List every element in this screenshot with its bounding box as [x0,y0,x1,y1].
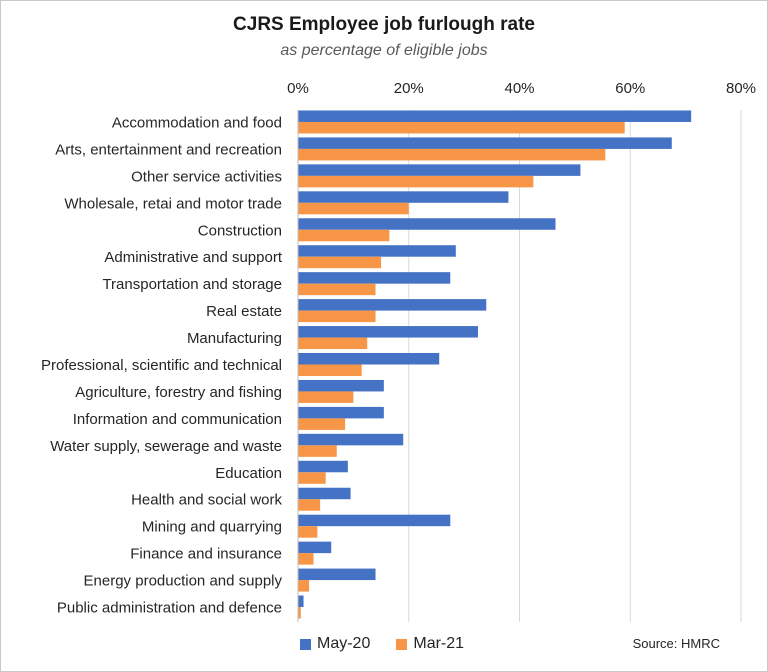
chart-subtitle: as percentage of eligible jobs [280,42,488,59]
bar-mar-21 [298,175,534,188]
bar-may-20 [298,379,384,392]
category-label: Manufacturing [187,330,282,347]
category-label: Information and communication [73,411,282,428]
legend-label-may-20: May-20 [317,635,371,652]
bar-mar-21 [298,148,606,161]
bar-mar-21 [298,580,310,592]
bar-mar-21 [298,553,314,565]
x-tick-label: 80% [726,80,756,97]
bar-mar-21 [298,391,354,403]
bar-may-20 [298,595,304,608]
bar-may-20 [298,541,332,554]
category-label: Construction [198,222,282,239]
category-label: Accommodation and food [112,114,282,131]
category-label: Public administration and defence [57,600,282,617]
category-label: Transportation and storage [102,276,282,293]
bar-may-20 [298,191,509,203]
bar-mar-21 [298,310,376,323]
bar-may-20 [298,406,384,419]
source-note: Source: HMRC [632,636,720,651]
category-label: Water supply, sewerage and waste [50,438,282,455]
category-label: Administrative and support [104,249,282,266]
x-tick-label: 60% [615,80,645,97]
bar-mar-21 [298,607,301,619]
bar-mar-21 [298,418,346,430]
bar-mar-21 [298,526,318,538]
x-tick-label: 20% [394,80,424,97]
x-tick-label: 0% [287,80,309,97]
legend-swatch-mar-21 [396,638,408,650]
bar-may-20 [298,164,581,176]
category-label: Energy production and supply [84,573,283,590]
bar-may-20 [298,110,692,122]
bar-may-20 [298,272,451,284]
bar-may-20 [298,568,376,581]
bar-mar-21 [298,499,321,511]
bar-may-20 [298,299,487,311]
category-label: Other service activities [131,168,282,185]
bar-mar-21 [298,337,368,350]
legend-item-mar-21: Mar-21 [396,635,464,653]
bar-may-20 [298,353,440,365]
legend: May-20 Mar-21 [300,634,490,654]
bar-mar-21 [298,121,625,134]
bar-may-20 [298,433,404,446]
bar-may-20 [298,460,348,473]
bar-mar-21 [298,202,409,215]
bar-may-20 [298,218,556,230]
bar-may-20 [298,137,672,149]
category-label: Health and social work [131,492,282,509]
category-label: Real estate [206,303,282,320]
category-label: Professional, scientific and technical [41,357,282,374]
bar-mar-21 [298,364,362,376]
legend-item-may-20: May-20 [300,635,370,653]
category-label: Mining and quarrying [142,519,282,536]
legend-label-mar-21: Mar-21 [413,635,465,652]
category-label: Education [215,465,282,482]
bar-mar-21 [298,472,326,484]
bar-mar-21 [298,445,337,457]
category-label: Wholesale, retai and motor trade [64,195,282,212]
category-label: Arts, entertainment and recreation [55,141,282,158]
bar-may-20 [298,487,351,500]
bar-mar-21 [298,283,376,296]
chart-title: CJRS Employee job furlough rate [233,14,535,35]
bar-mar-21 [298,256,382,269]
bar-may-20 [298,326,478,338]
bar-may-20 [298,514,451,527]
legend-swatch-may-20 [300,638,311,650]
bar-may-20 [298,245,456,257]
x-tick-label: 40% [504,80,534,97]
category-label: Agriculture, forestry and fishing [75,384,282,401]
bar-mar-21 [298,229,390,242]
category-label: Finance and insurance [130,546,282,563]
